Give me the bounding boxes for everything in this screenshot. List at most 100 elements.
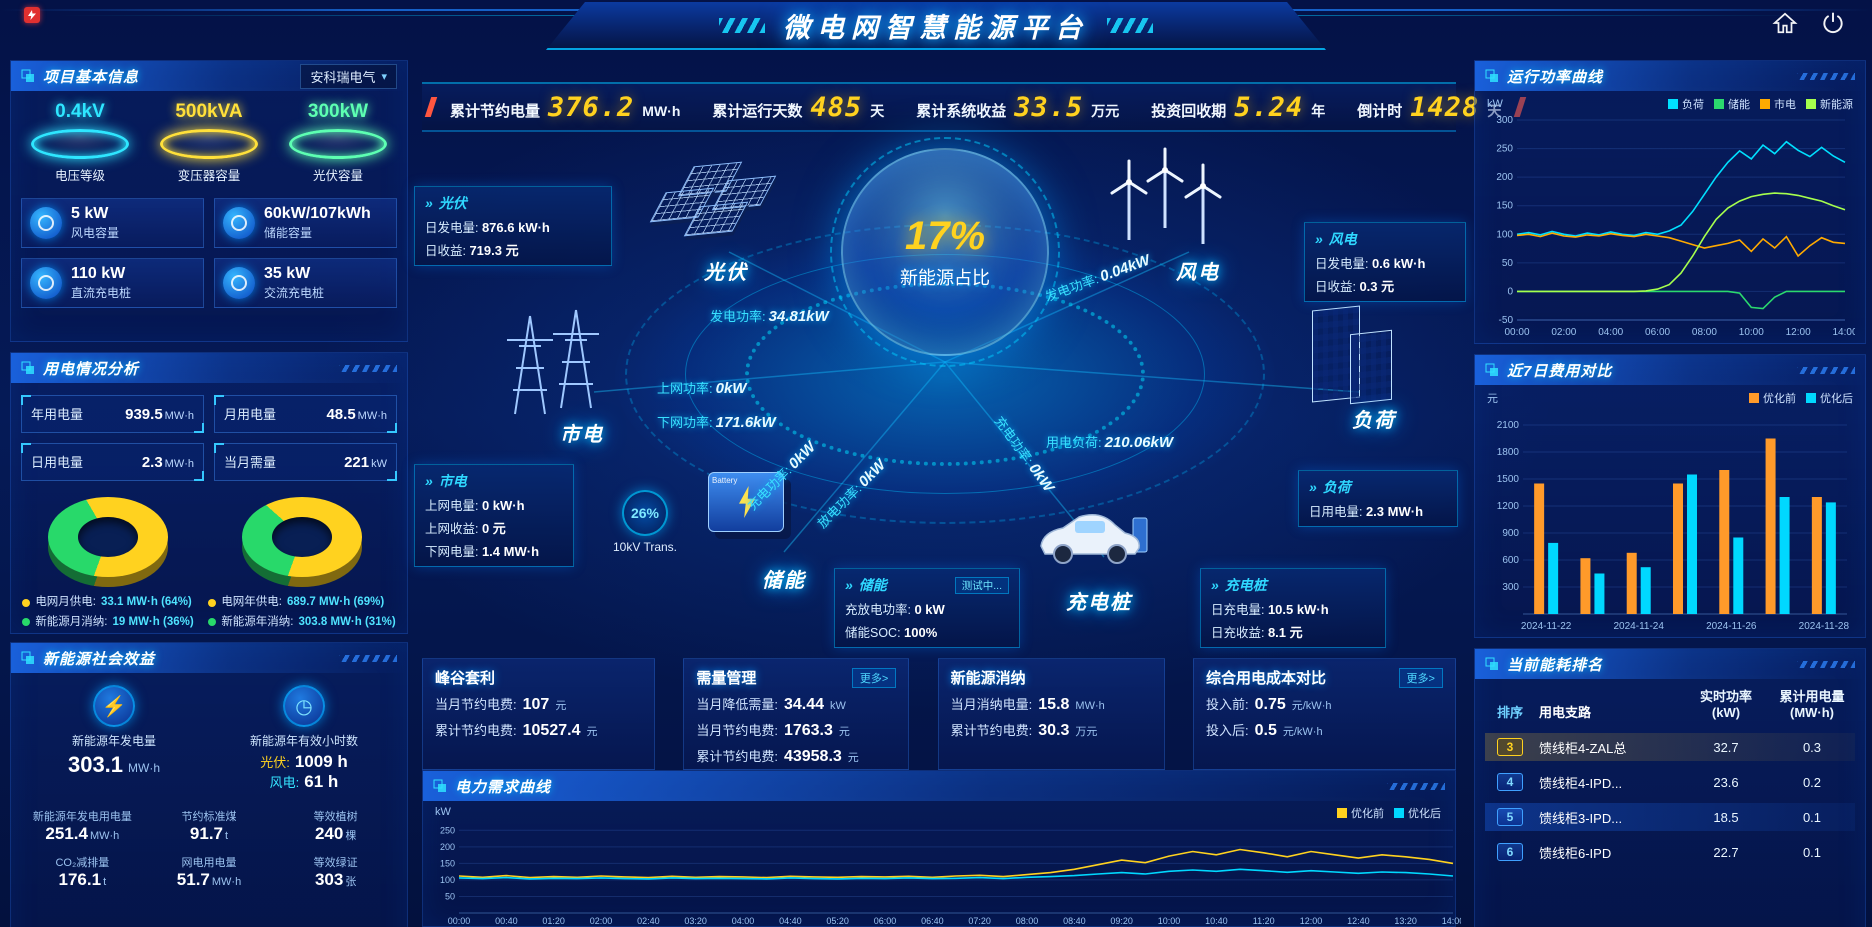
demand-curve-panel: 电力需求曲线 kW 优化前 优化后 50 100 150 200 250 00:00 00:4… [422,770,1464,927]
kpi-card-3: 综合用电成本对比 更多> 投入前: 0.75 元/kW·h 投入后: 0.5 元/kW·h [1192,658,1456,770]
donut-legend-item[interactable]: 电网月供电: 33.1 MW·h (64%) [22,593,193,613]
info-key: 上网电量: [425,499,482,513]
power-button[interactable] [1820,10,1846,41]
legend-item[interactable]: 优化前 [1337,805,1384,821]
svg-text:1200: 1200 [1497,501,1520,512]
capacity-label: 储能容量 [264,226,313,240]
load-node-label[interactable]: 负荷 [1352,410,1396,432]
title-banner: 微电网智慧能源平台 [546,2,1326,50]
benefit-small-value-row: 51.7 MW·h [148,870,271,890]
flow-grid-import: 下网功率: 171.6kW [657,412,776,431]
storage-info-rows: 充放电功率: 0 kW 储能SOC: 100% [845,599,1009,641]
benefit-small-value-row: 240 棵 [274,824,397,844]
cost-compare-chart-top: 元 优化前 优化后 [1475,385,1865,406]
flow-grid-export: 上网功率: 0kW [657,378,746,397]
svg-text:900: 900 [1502,528,1519,539]
more-button[interactable]: 更多> [851,667,897,688]
charger-node-label[interactable]: 充电桩 [1066,592,1132,614]
project-capacity-item: 110 kW 直流充电桩 [21,258,204,308]
svg-text:06:40: 06:40 [921,916,944,926]
demand-curve-body: kW 优化前 优化后 50 100 150 200 250 00:00 00:40 01:20 0… [423,801,1464,927]
load-info-title: 负荷 [1309,477,1447,497]
hours-icon: ◷ [283,685,325,727]
legend-item[interactable]: 市电 [1760,96,1796,112]
grid-node-label[interactable]: 市电 [560,424,604,446]
donut-legend-item[interactable]: 新能源年消纳: 303.8 MW·h (31%) [208,613,396,633]
info-value: 2.3 MW·h [1365,504,1424,519]
benefit-small-value-row: 303 张 [274,870,397,890]
benefit-subkey: 风电: [269,775,300,790]
benefit-small-value-row: 251.4 MW·h [21,824,144,844]
page-title: 微电网智慧能源平台 [783,12,1089,43]
usage-unit: kW [371,458,387,470]
kpi-metric-label: 当月降低需量: [696,697,778,712]
testing-badge: 测试中... [954,576,1009,594]
svg-text:2100: 2100 [1497,420,1520,431]
benefit-subkey: 光伏: [260,755,290,770]
home-button[interactable] [1772,10,1798,41]
svg-text:600: 600 [1502,555,1519,566]
svg-text:100: 100 [1496,229,1513,240]
benefit-subvalue: 光伏: 1009 h [260,752,348,772]
usage-value: 48.5 [326,406,356,423]
benefit-small-label: 节约标准煤 [181,811,237,823]
company-select[interactable]: 安科瑞电气 ▾ [300,63,397,89]
storage-node-label[interactable]: 储能 [762,570,806,592]
kpi-title: 新能源消纳 [950,670,1026,687]
rank-badge: 5 [1497,808,1523,827]
run-power-legend: 负荷 储能 市电 新能源 [1668,96,1853,112]
header-stripes-decoration [1797,660,1855,668]
legend-item[interactable]: 优化前 [1749,390,1796,406]
power-icon [1823,12,1843,34]
svg-text:1800: 1800 [1497,447,1520,458]
table-row[interactable]: 6 馈线柜6-IPD 22.7 0.1 [1485,838,1855,866]
kpi-title: 峰谷套利 [435,670,496,687]
power-tower-icon [502,304,632,419]
stats-bar: 累计节约电量 376.2 MW·h 累计运行天数 485 天累计系统收益 33.5 万元 投资回… [422,82,1501,132]
kpi-metric-label: 投入后: [1205,723,1249,738]
usage-stat: 月用电量 48.5 MW·h [214,395,397,433]
legend-item[interactable]: 负荷 [1668,96,1704,112]
svg-text:-50: -50 [1499,315,1514,326]
power-usage-body: 年用电量 939.5 MW·h 月用电量 48.5 MW·h 日用电量 2.3 MW·h 当月需量… [11,383,407,632]
pv-node-label[interactable]: 光伏 [704,262,748,284]
svg-text:10:00: 10:00 [1158,916,1181,926]
legend-item[interactable]: 优化后 [1806,390,1853,406]
benefit-label: 新能源年发电量 [71,734,156,748]
svg-text:08:00: 08:00 [1692,327,1717,338]
legend-item[interactable]: 新能源 [1806,96,1853,112]
benefit-small-label: 新能源年发电用电量 [32,811,132,823]
table-row[interactable]: 4 馈线柜4-IPD... 23.6 0.2 [1485,768,1855,796]
ranking-header-row: 排序 用电支路 实时功率 (kW) 累计用电量 (MW·h) [1475,679,1865,726]
legend-item[interactable]: 优化后 [1394,805,1441,821]
benefit-small-value: 303 [314,870,344,889]
svg-text:150: 150 [440,858,455,868]
svg-text:08:40: 08:40 [1063,916,1086,926]
donut-legend-item[interactable]: 新能源月消纳: 19 MW·h (36%) [22,613,194,633]
benefit-small-unit: t [103,876,107,888]
wind-node-label[interactable]: 风电 [1176,262,1220,284]
info-row: 充放电功率: 0 kW [845,599,1009,618]
info-key: 日收益: [425,244,470,258]
power-cell: 18.5 [1713,809,1739,825]
donut-legend-item[interactable]: 电网年供电: 689.7 MW·h (69%) [208,593,395,613]
benefit-value: 303.1 [67,752,124,777]
table-row[interactable]: 5 馈线柜3-IPD... 18.5 0.1 [1485,803,1855,832]
legend-item[interactable]: 储能 [1714,96,1750,112]
kpi-metric-row: 当月降低需量: 34.44 kW [696,694,896,714]
usage-unit: MW·h [164,458,194,470]
energy-cell: 0.3 [1802,739,1822,755]
storage-info-panel: 储能 测试中... 充放电功率: 0 kW 储能SOC: 100% [834,568,1020,648]
usage-value-wrap: 939.5 MW·h [125,406,194,424]
run-power-chart: -50 0 50 100 150 200 250 300 00:00 02:00 04:00 06:0… [1496,115,1858,338]
demand-curve-header: 电力需求曲线 [423,771,1455,801]
more-button[interactable]: 更多> [1398,667,1443,688]
renewable-share-sphere: 17% 新能源占比 [830,137,1060,367]
flow-value: 34.81kW [768,308,829,325]
kpi-metric-label: 当月节约电费: [435,697,517,712]
benefit-small-value: 251.4 [45,824,88,843]
benefit-metric: ◷ 新能源年有效小时数 光伏: 1009 h 风电: 61 h [209,685,399,792]
kpi-metric-row: 当月节约电费: 1763.3 元 [696,720,896,740]
table-row[interactable]: 3 馈线柜4-ZAL总 32.7 0.3 [1485,733,1855,762]
donut-hole [271,517,332,557]
